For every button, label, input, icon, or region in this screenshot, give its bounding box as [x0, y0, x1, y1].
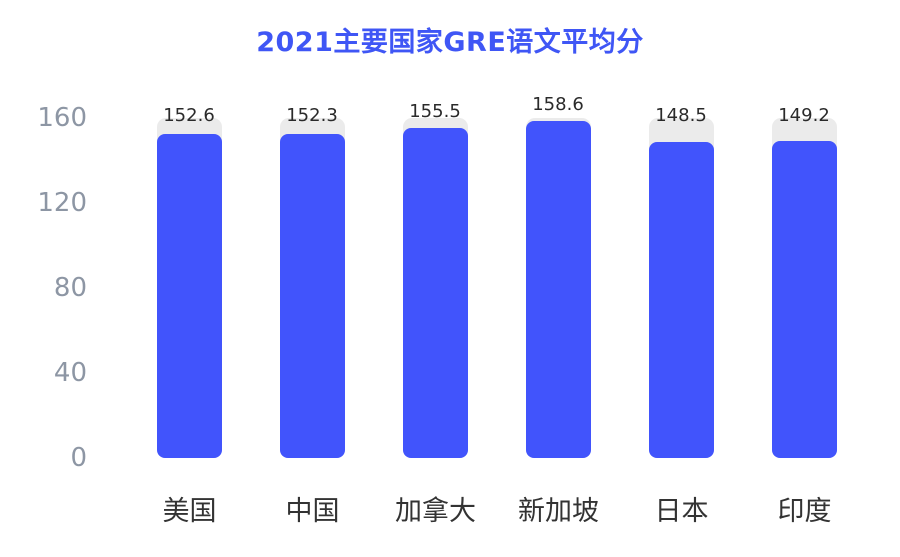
bar [526, 120, 591, 458]
bar [772, 140, 837, 458]
value-label: 158.6 [532, 93, 584, 115]
x-tick-label: 加拿大 [395, 496, 476, 527]
y-tick-0: 0 [70, 443, 87, 473]
x-tick-label: 中国 [285, 496, 340, 527]
bar [280, 134, 345, 458]
x-tick-label: 印度 [777, 496, 832, 527]
bar [157, 133, 222, 458]
value-label: 155.5 [409, 100, 461, 122]
y-tick-120: 120 [37, 188, 87, 218]
x-tick-label: 新加坡 [518, 496, 599, 527]
x-tick-label: 日本 [654, 496, 709, 527]
value-label: 149.2 [778, 105, 830, 126]
value-label: 152.3 [286, 105, 338, 126]
value-label: 148.5 [655, 105, 707, 126]
chart-title: 2021主要国家GRE语文平均分 [256, 27, 644, 58]
value-label: 152.6 [163, 105, 215, 126]
y-tick-80: 80 [53, 273, 87, 303]
y-tick-160: 160 [37, 103, 87, 133]
bar [403, 127, 468, 458]
y-tick-40: 40 [53, 358, 87, 388]
bar [649, 142, 714, 458]
x-tick-label: 美国 [162, 496, 217, 527]
